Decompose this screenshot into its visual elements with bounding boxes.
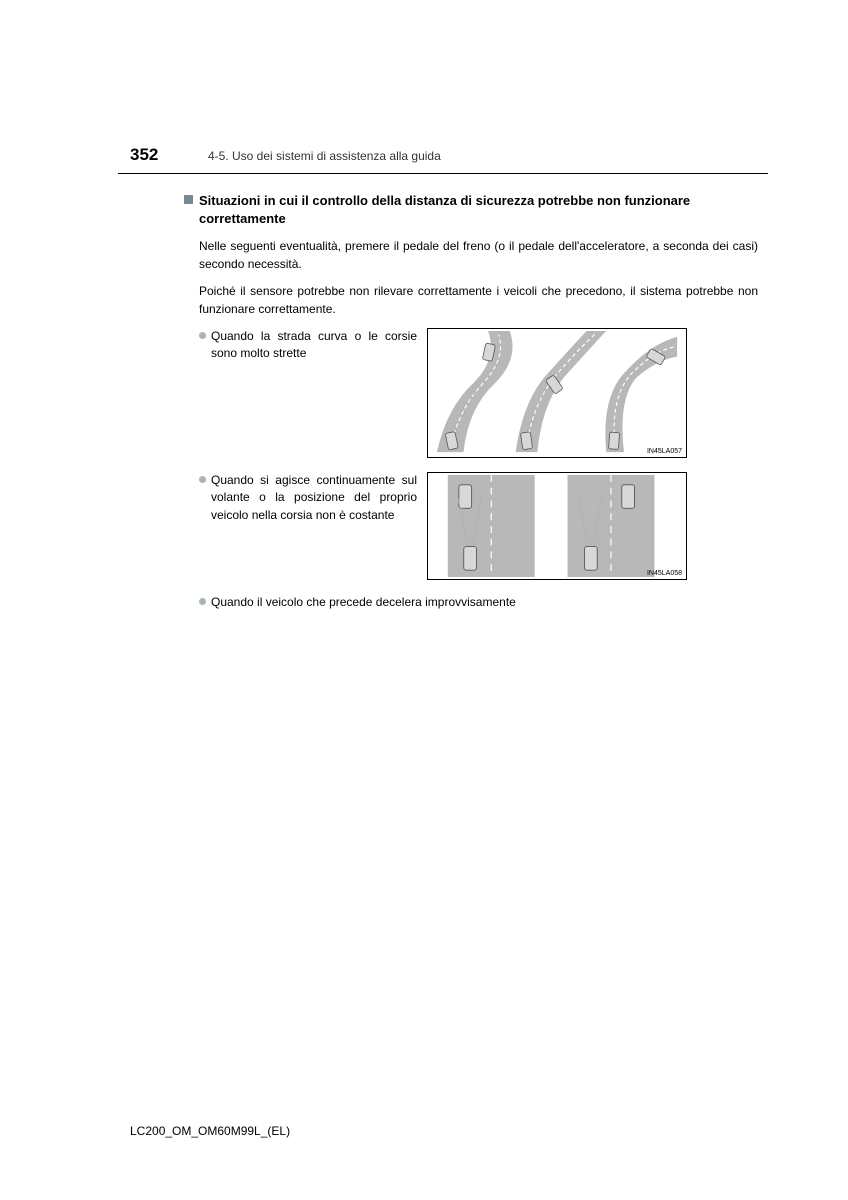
paragraph-2: Poiché il sensore potrebbe non rilevare … bbox=[199, 283, 758, 318]
section-heading: Situazioni in cui il controllo della dis… bbox=[184, 192, 758, 228]
bullet-text-3: Quando il veicolo che precede decelera i… bbox=[211, 594, 516, 611]
curved-road-diagram-icon bbox=[428, 329, 686, 457]
bullet-text-2: Quando si agisce continuamente sul volan… bbox=[211, 472, 417, 524]
lane-position-diagram-icon bbox=[428, 473, 686, 579]
figure-1: IN45LA057 bbox=[427, 328, 687, 458]
content-area: Situazioni in cui il controllo della dis… bbox=[184, 192, 758, 611]
square-bullet-icon bbox=[184, 195, 193, 204]
bullet-text-col-2: Quando si agisce continuamente sul volan… bbox=[199, 472, 417, 524]
section-path: 4-5. Uso dei sistemi di assistenza alla … bbox=[208, 149, 441, 163]
bullet-text-1: Quando la strada curva o le corsie sono … bbox=[211, 328, 417, 363]
bullet-text-col-3: Quando il veicolo che precede decelera i… bbox=[199, 594, 516, 611]
bullet-item-3: Quando il veicolo che precede decelera i… bbox=[199, 594, 758, 611]
circle-bullet-icon bbox=[199, 476, 206, 483]
circle-bullet-icon bbox=[199, 598, 206, 605]
paragraph-1: Nelle seguenti eventualità, premere il p… bbox=[199, 238, 758, 273]
bullet-item-2: Quando si agisce continuamente sul volan… bbox=[199, 472, 758, 580]
bullet-item-1: Quando la strada curva o le corsie sono … bbox=[199, 328, 758, 458]
header-divider bbox=[118, 173, 768, 174]
figure-2: IN45LA058 bbox=[427, 472, 687, 580]
page-number: 352 bbox=[130, 145, 190, 165]
figure-2-label: IN45LA058 bbox=[647, 570, 682, 577]
bullet-text-col-1: Quando la strada curva o le corsie sono … bbox=[199, 328, 417, 363]
footer-code: LC200_OM_OM60M99L_(EL) bbox=[130, 1124, 290, 1138]
figure-1-label: IN45LA057 bbox=[647, 448, 682, 455]
page-header: 352 4-5. Uso dei sistemi di assistenza a… bbox=[130, 145, 758, 165]
heading-text: Situazioni in cui il controllo della dis… bbox=[199, 192, 758, 228]
circle-bullet-icon bbox=[199, 332, 206, 339]
manual-page: 352 4-5. Uso dei sistemi di assistenza a… bbox=[0, 0, 848, 611]
